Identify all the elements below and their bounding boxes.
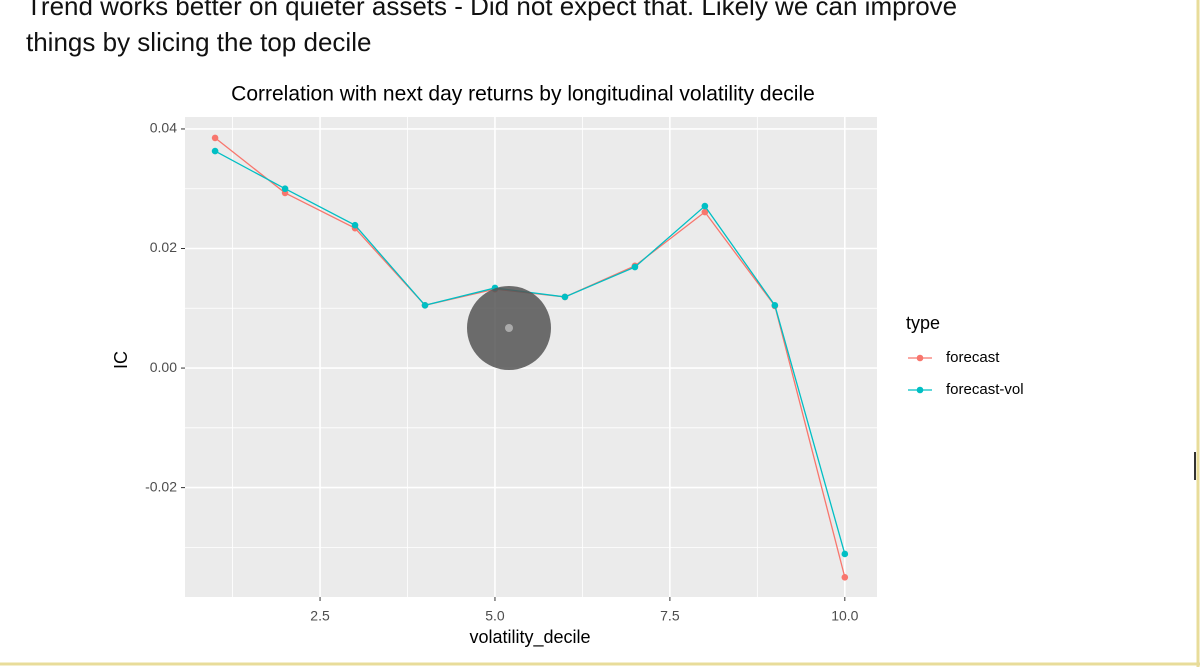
data-point [561,293,569,301]
chart-title: Correlation with next day returns by lon… [231,83,815,106]
data-point [421,301,429,309]
y-tick-label: 0.02 [150,239,177,255]
data-point [351,221,359,229]
data-point [701,202,709,210]
x-axis-label: volatility_decile [469,627,590,648]
legend-label: forecast-vol [946,381,1024,398]
data-point [841,550,849,558]
x-tick-label: 2.5 [310,608,330,624]
data-point [631,263,639,271]
y-axis-label: IC [111,351,131,369]
caption-line: Trend works better on quieter assets - D… [26,0,957,21]
data-point [841,573,849,581]
legend-key-point [916,354,924,362]
data-point [771,301,779,309]
legend: forecast forecast-vol [908,349,1024,398]
y-tick-label: -0.02 [145,478,177,494]
data-point [211,134,219,142]
grid [185,117,877,597]
y-tick-label: 0.04 [150,120,177,136]
caption-line: things by slicing the top decile [26,27,371,57]
legend-key-point [916,386,924,394]
x-tick-label: 10.0 [831,608,858,624]
x-tick-label: 5.0 [485,608,505,624]
data-point [701,208,709,216]
cursor-dot [505,324,513,332]
y-tick-label: 0.00 [150,359,177,375]
legend-label: forecast [946,349,1000,366]
data-point [281,185,289,193]
data-point [211,147,219,155]
legend-title: type [906,313,940,333]
x-tick-label: 7.5 [660,608,680,624]
